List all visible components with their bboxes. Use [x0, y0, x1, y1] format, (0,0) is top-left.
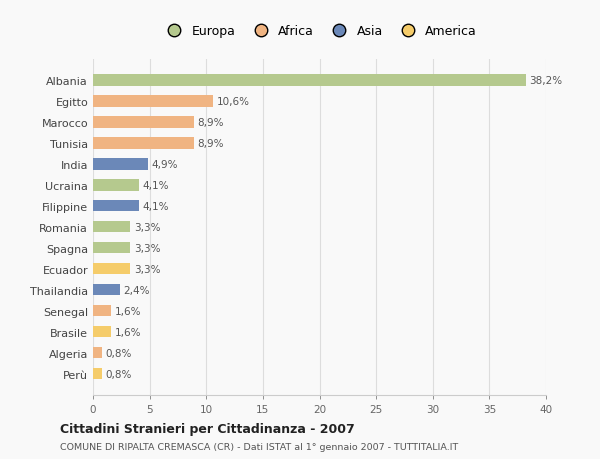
Bar [93, 179, 139, 191]
Legend: Europa, Africa, Asia, America: Europa, Africa, Asia, America [160, 22, 479, 40]
Text: 0,8%: 0,8% [106, 369, 132, 379]
Text: 8,9%: 8,9% [197, 118, 224, 128]
Text: Cittadini Stranieri per Cittadinanza - 2007: Cittadini Stranieri per Cittadinanza - 2… [60, 422, 355, 436]
Bar [93, 368, 102, 380]
Bar [93, 326, 111, 338]
Text: 4,9%: 4,9% [152, 159, 178, 169]
Bar [93, 221, 130, 233]
Text: 0,8%: 0,8% [106, 348, 132, 358]
Text: 3,3%: 3,3% [134, 222, 160, 232]
Text: 3,3%: 3,3% [134, 243, 160, 253]
Text: 10,6%: 10,6% [217, 96, 250, 106]
Text: COMUNE DI RIPALTA CREMASCA (CR) - Dati ISTAT al 1° gennaio 2007 - TUTTITALIA.IT: COMUNE DI RIPALTA CREMASCA (CR) - Dati I… [60, 442, 458, 451]
Bar [93, 263, 130, 275]
Bar [93, 138, 194, 149]
Bar [93, 159, 148, 170]
Text: 2,4%: 2,4% [124, 285, 150, 295]
Text: 1,6%: 1,6% [115, 306, 141, 316]
Bar [93, 96, 213, 107]
Text: 1,6%: 1,6% [115, 327, 141, 337]
Text: 3,3%: 3,3% [134, 264, 160, 274]
Bar [93, 117, 194, 128]
Text: 4,1%: 4,1% [143, 202, 169, 211]
Bar [93, 284, 120, 296]
Bar [93, 242, 130, 254]
Bar [93, 201, 139, 212]
Text: 4,1%: 4,1% [143, 180, 169, 190]
Bar [93, 75, 526, 86]
Bar [93, 347, 102, 358]
Text: 8,9%: 8,9% [197, 139, 224, 148]
Bar [93, 305, 111, 317]
Text: 38,2%: 38,2% [529, 76, 562, 86]
